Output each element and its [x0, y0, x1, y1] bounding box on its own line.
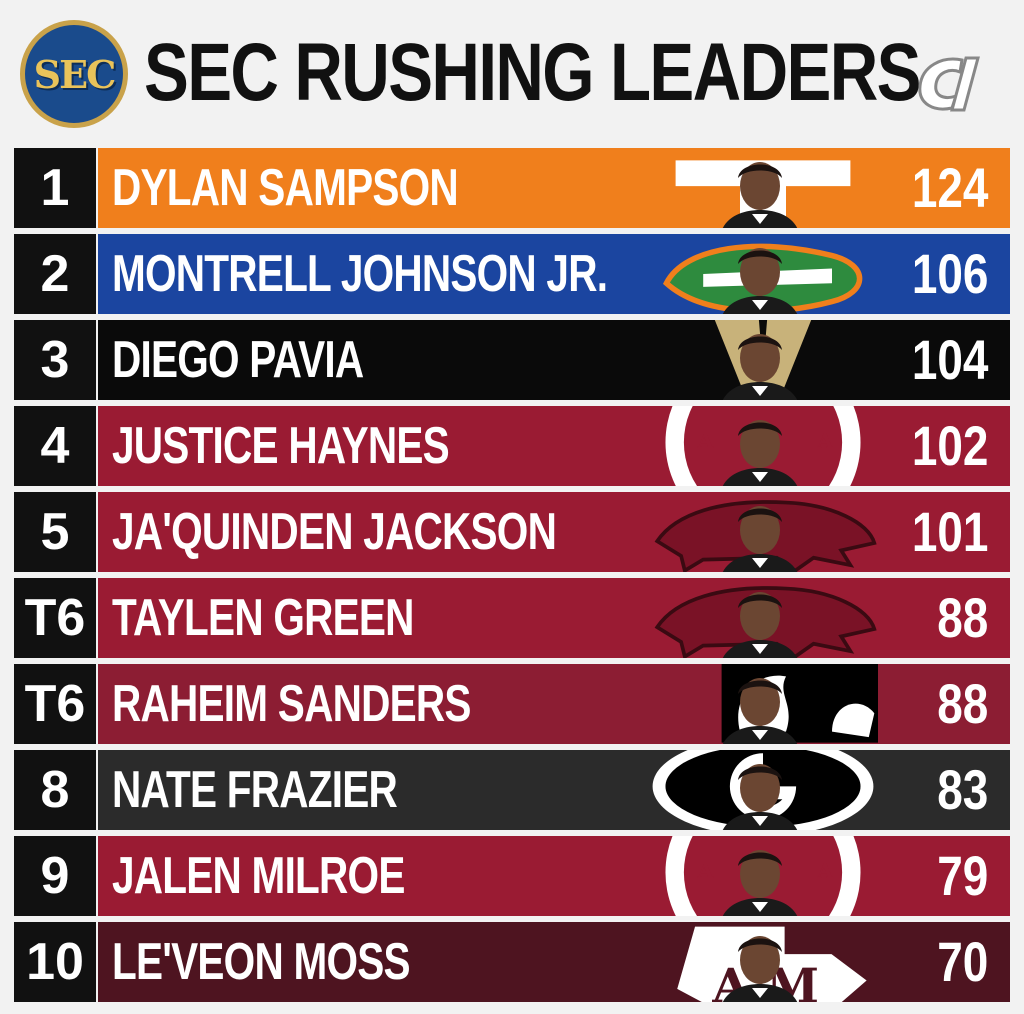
svg-text:A: A: [816, 859, 833, 883]
publisher-c-logo-icon: [918, 56, 980, 112]
player-headshot-icon: [722, 162, 798, 228]
player-headshot-icon: [722, 592, 798, 658]
player-name: DIEGO PAVIA: [112, 331, 364, 389]
sec-logo-text: SEC: [33, 51, 117, 97]
rank-label: 2: [14, 234, 96, 314]
player-headshot-icon: [722, 936, 798, 1002]
rank-label: 5: [14, 492, 96, 572]
player-name: JUSTICE HAYNES: [112, 417, 450, 475]
player-headshot-icon: [722, 850, 798, 916]
sec-logo: SEC: [20, 20, 128, 128]
player-name: NATE FRAZIER: [112, 761, 398, 819]
player-headshot-icon: [722, 420, 798, 486]
player-bar: MONTRELL JOHNSON JR. 106: [98, 234, 1010, 314]
rank-label: T6: [14, 664, 96, 744]
leader-row: 3 DIEGO PAVIA 104: [14, 320, 1010, 400]
leader-row: T6 TAYLEN GREEN 88: [14, 578, 1010, 658]
rushing-value: 102: [911, 414, 988, 477]
rushing-value: 88: [936, 672, 988, 735]
leaderboard: 1 DYLAN SAMPSON 124 2 MONTRELL JOHNSON JR. 10…: [14, 148, 1010, 1004]
player-bar: DYLAN SAMPSON 124: [98, 148, 1010, 228]
svg-text:A: A: [697, 429, 714, 453]
rushing-value: 124: [911, 156, 988, 219]
player-bar: A M LE'VEON MOSS 70: [98, 922, 1010, 1002]
rushing-value: 104: [911, 328, 988, 391]
player-name: LE'VEON MOSS: [112, 933, 411, 991]
player-name: TAYLEN GREEN: [112, 589, 414, 647]
rushing-value: 101: [911, 500, 988, 563]
rank-label: 3: [14, 320, 96, 400]
leader-row: 4 A A JUSTICE HAYNES 102: [14, 406, 1010, 486]
player-headshot-icon: [722, 678, 798, 744]
player-headshot-icon: [722, 334, 798, 400]
rank-label: T6: [14, 578, 96, 658]
header: SEC SEC RUSHING LEADERS: [0, 0, 1024, 140]
player-bar: RAHEIM SANDERS 88: [98, 664, 1010, 744]
player-headshot-icon: [722, 764, 798, 830]
svg-text:A: A: [816, 429, 833, 453]
rank-label: 8: [14, 750, 96, 830]
player-bar: NATE FRAZIER 83: [98, 750, 1010, 830]
player-name: MONTRELL JOHNSON JR.: [112, 245, 608, 303]
player-name: JA'QUINDEN JACKSON: [112, 503, 557, 561]
player-headshot-icon: [722, 248, 798, 314]
rank-label: 4: [14, 406, 96, 486]
player-bar: TAYLEN GREEN 88: [98, 578, 1010, 658]
leader-row: 10 A M LE'VEON MOSS 70: [14, 922, 1010, 1002]
leader-row: 1 DYLAN SAMPSON 124: [14, 148, 1010, 228]
player-bar: A A JALEN MILROE 79: [98, 836, 1010, 916]
rank-label: 9: [14, 836, 96, 916]
page-title: SEC RUSHING LEADERS: [144, 27, 921, 118]
leader-row: T6 RAHEIM SANDERS 88: [14, 664, 1010, 744]
rushing-value: 79: [936, 844, 988, 907]
player-bar: JA'QUINDEN JACKSON 101: [98, 492, 1010, 572]
player-name: JALEN MILROE: [112, 847, 405, 905]
leader-row: 8 NATE FRAZIER 83: [14, 750, 1010, 830]
rank-label: 1: [14, 148, 96, 228]
player-headshot-icon: [722, 506, 798, 572]
rushing-value: 106: [911, 242, 988, 305]
player-bar: DIEGO PAVIA 104: [98, 320, 1010, 400]
player-bar: A A JUSTICE HAYNES 102: [98, 406, 1010, 486]
player-name: DYLAN SAMPSON: [112, 159, 459, 217]
vanderbilt-v-logo-icon: [714, 320, 812, 400]
leader-row: 9 A A JALEN MILROE 79: [14, 836, 1010, 916]
rank-label: 10: [14, 922, 96, 1002]
rushing-value: 88: [936, 586, 988, 649]
rushing-value: 70: [936, 930, 988, 993]
leader-row: 5 JA'QUINDEN JACKSON 101: [14, 492, 1010, 572]
rushing-value: 83: [936, 758, 988, 821]
player-name: RAHEIM SANDERS: [112, 675, 471, 733]
leader-row: 2 MONTRELL JOHNSON JR. 106: [14, 234, 1010, 314]
svg-text:A: A: [697, 859, 714, 883]
